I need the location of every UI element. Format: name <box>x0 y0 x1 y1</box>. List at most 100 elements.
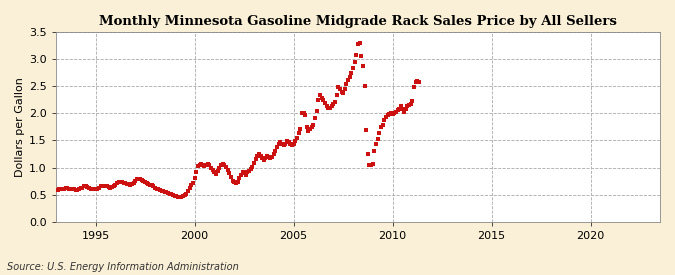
Point <box>407 99 418 104</box>
Point <box>245 167 256 171</box>
Point <box>242 170 253 175</box>
Point <box>217 161 228 166</box>
Point <box>260 156 271 161</box>
Point <box>90 187 101 191</box>
Point <box>110 183 121 187</box>
Point <box>150 185 161 190</box>
Point <box>178 194 188 199</box>
Point <box>171 194 182 199</box>
Point <box>369 149 380 153</box>
Point <box>385 111 396 116</box>
Point <box>399 109 410 114</box>
Point <box>359 84 370 88</box>
Point <box>306 125 317 130</box>
Point <box>331 93 342 97</box>
Point <box>348 65 358 70</box>
Point <box>296 111 307 116</box>
Point <box>304 127 315 131</box>
Point <box>156 189 167 193</box>
Point <box>281 139 292 143</box>
Point <box>313 98 324 103</box>
Point <box>118 180 129 185</box>
Point <box>333 84 344 89</box>
Point <box>88 187 99 191</box>
Point <box>128 180 139 185</box>
Point <box>362 152 373 156</box>
Point <box>298 111 309 116</box>
Point <box>92 186 103 191</box>
Point <box>196 162 207 166</box>
Point <box>153 187 164 191</box>
Point <box>272 145 283 150</box>
Point <box>161 190 172 195</box>
Point <box>374 131 385 136</box>
Point <box>111 180 122 185</box>
Point <box>65 187 76 191</box>
Point <box>144 183 155 187</box>
Point <box>240 172 251 177</box>
Point <box>352 42 363 47</box>
Point <box>287 143 298 147</box>
Point <box>252 153 263 158</box>
Point <box>237 170 248 175</box>
Point <box>115 179 126 184</box>
Point <box>230 181 241 185</box>
Point <box>155 188 165 192</box>
Point <box>184 186 195 190</box>
Point <box>224 171 235 175</box>
Point <box>288 141 299 146</box>
Point <box>130 178 140 183</box>
Point <box>186 183 196 188</box>
Point <box>302 125 313 130</box>
Point <box>239 171 250 176</box>
Point <box>74 186 84 191</box>
Point <box>135 177 146 182</box>
Point <box>168 192 179 197</box>
Point <box>183 189 194 193</box>
Title: Monthly Minnesota Gasoline Midgrade Rack Sales Price by All Sellers: Monthly Minnesota Gasoline Midgrade Rack… <box>99 15 617 28</box>
Point <box>356 54 367 59</box>
Point <box>234 176 244 181</box>
Point <box>191 170 202 174</box>
Point <box>404 102 414 107</box>
Point <box>318 98 329 103</box>
Point <box>55 186 66 191</box>
Point <box>377 123 388 127</box>
Point <box>173 195 184 199</box>
Point <box>99 184 109 188</box>
Point <box>358 63 369 68</box>
Point <box>236 172 246 177</box>
Point <box>303 129 314 133</box>
Point <box>84 185 95 190</box>
Point <box>319 101 330 105</box>
Point <box>105 185 116 190</box>
Point <box>52 188 63 192</box>
Point <box>192 164 203 169</box>
Point <box>117 180 128 184</box>
Point <box>174 195 185 200</box>
Point <box>64 186 75 191</box>
Point <box>103 185 114 189</box>
Point <box>336 90 347 94</box>
Point <box>267 155 277 160</box>
Point <box>367 161 378 166</box>
Point <box>222 167 233 172</box>
Point <box>133 177 144 181</box>
Point <box>214 165 225 170</box>
Point <box>219 163 230 167</box>
Point <box>392 108 403 112</box>
Point <box>140 179 151 184</box>
Point <box>209 170 220 175</box>
Point <box>77 185 88 190</box>
Point <box>62 186 73 190</box>
Point <box>308 122 319 127</box>
Point <box>85 186 96 191</box>
Point <box>396 104 406 108</box>
Point <box>376 125 387 130</box>
Point <box>394 107 404 111</box>
Point <box>94 185 105 190</box>
Point <box>391 109 402 114</box>
Text: Source: U.S. Energy Information Administration: Source: U.S. Energy Information Administ… <box>7 262 238 272</box>
Point <box>265 156 276 161</box>
Point <box>79 184 90 189</box>
